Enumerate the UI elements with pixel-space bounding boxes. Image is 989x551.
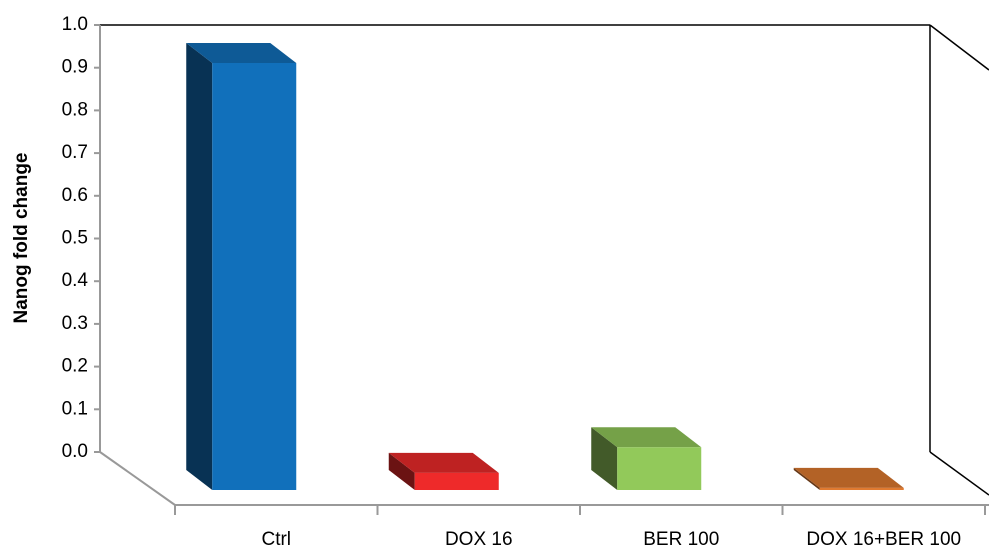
bar-front xyxy=(819,487,904,490)
bar-front xyxy=(414,472,499,490)
y-tick-label: 0.9 xyxy=(62,57,88,78)
y-tick-label: 0.8 xyxy=(62,99,88,120)
y-tick-label: 0.4 xyxy=(62,270,89,291)
bar-side xyxy=(388,452,415,490)
x-tick-label: DOX 16 xyxy=(445,529,513,550)
y-tick-label: 0.6 xyxy=(62,185,88,206)
bar xyxy=(793,467,904,490)
floor-left xyxy=(99,451,176,506)
bar-side xyxy=(793,467,820,490)
y-tick-label: 0.1 xyxy=(62,398,88,419)
y-tick-label: 0.5 xyxy=(62,228,88,249)
bar-front xyxy=(212,63,297,490)
floor-right xyxy=(929,451,989,496)
bar-top xyxy=(186,43,297,63)
side-wall-top xyxy=(929,24,989,71)
bar-front xyxy=(617,447,702,490)
x-tick-label: DOX 16+BER 100 xyxy=(806,529,961,550)
bar-top xyxy=(388,452,499,473)
y-tick-label: 0.3 xyxy=(62,313,88,334)
y-tick-label: 0.0 xyxy=(62,441,88,462)
bar xyxy=(186,43,297,490)
bar-top xyxy=(793,467,904,488)
x-tick-label: BER 100 xyxy=(643,529,719,550)
y-tick-label: 0.7 xyxy=(62,142,88,163)
bar-top xyxy=(591,427,702,448)
bar xyxy=(388,452,499,490)
y-tick-label: 0.2 xyxy=(62,356,88,377)
bar-side xyxy=(186,43,213,490)
bar-side xyxy=(591,427,618,490)
y-tick-label: 1.0 xyxy=(62,14,88,35)
y-axis-title: Nanog fold change xyxy=(11,153,32,324)
bar xyxy=(591,427,702,490)
x-tick-label: Ctrl xyxy=(261,529,291,550)
